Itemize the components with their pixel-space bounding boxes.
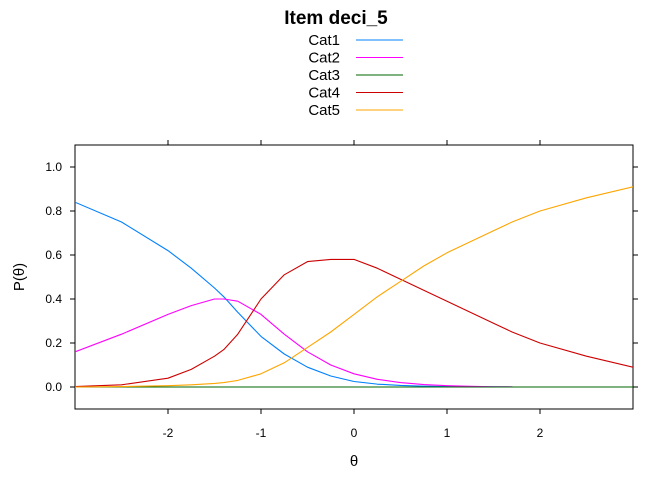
y-tick-label: 0.4	[45, 292, 62, 306]
y-axis-right	[633, 166, 638, 388]
x-tick-label: 0	[351, 426, 358, 440]
legend-label: Cat4	[308, 85, 340, 102]
series-line-cat5	[75, 186, 633, 388]
y-tick-label: 0.2	[45, 336, 62, 350]
x-axis: -2 -1 0 1 2	[163, 409, 544, 440]
y-axis: 0.0 0.2 0.4 0.6 0.8 1.0	[45, 160, 75, 394]
legend-label: Cat2	[308, 50, 340, 67]
x-tick-label: -2	[163, 426, 174, 440]
y-axis-label: P(θ)	[11, 263, 28, 291]
legend-label: Cat1	[308, 32, 340, 49]
x-tick-label: -1	[256, 426, 267, 440]
legend-label: Cat5	[308, 102, 340, 119]
x-tick-label: 2	[537, 426, 544, 440]
y-tick-label: 0.6	[45, 248, 62, 262]
x-axis-top	[167, 140, 541, 145]
legend-label: Cat3	[308, 67, 340, 84]
x-tick-label: 1	[444, 426, 451, 440]
y-tick-label: 0.0	[45, 380, 62, 394]
series-layer	[75, 186, 633, 388]
plot-frame	[74, 144, 634, 410]
chart-title: Item deci_5	[284, 8, 388, 29]
y-tick-label: 0.8	[45, 204, 62, 218]
series-line-cat1	[75, 201, 633, 388]
y-tick-label: 1.0	[45, 160, 62, 174]
x-axis-label: θ	[350, 453, 358, 470]
series-line-cat2	[75, 298, 513, 388]
series-line-cat4	[75, 258, 633, 388]
